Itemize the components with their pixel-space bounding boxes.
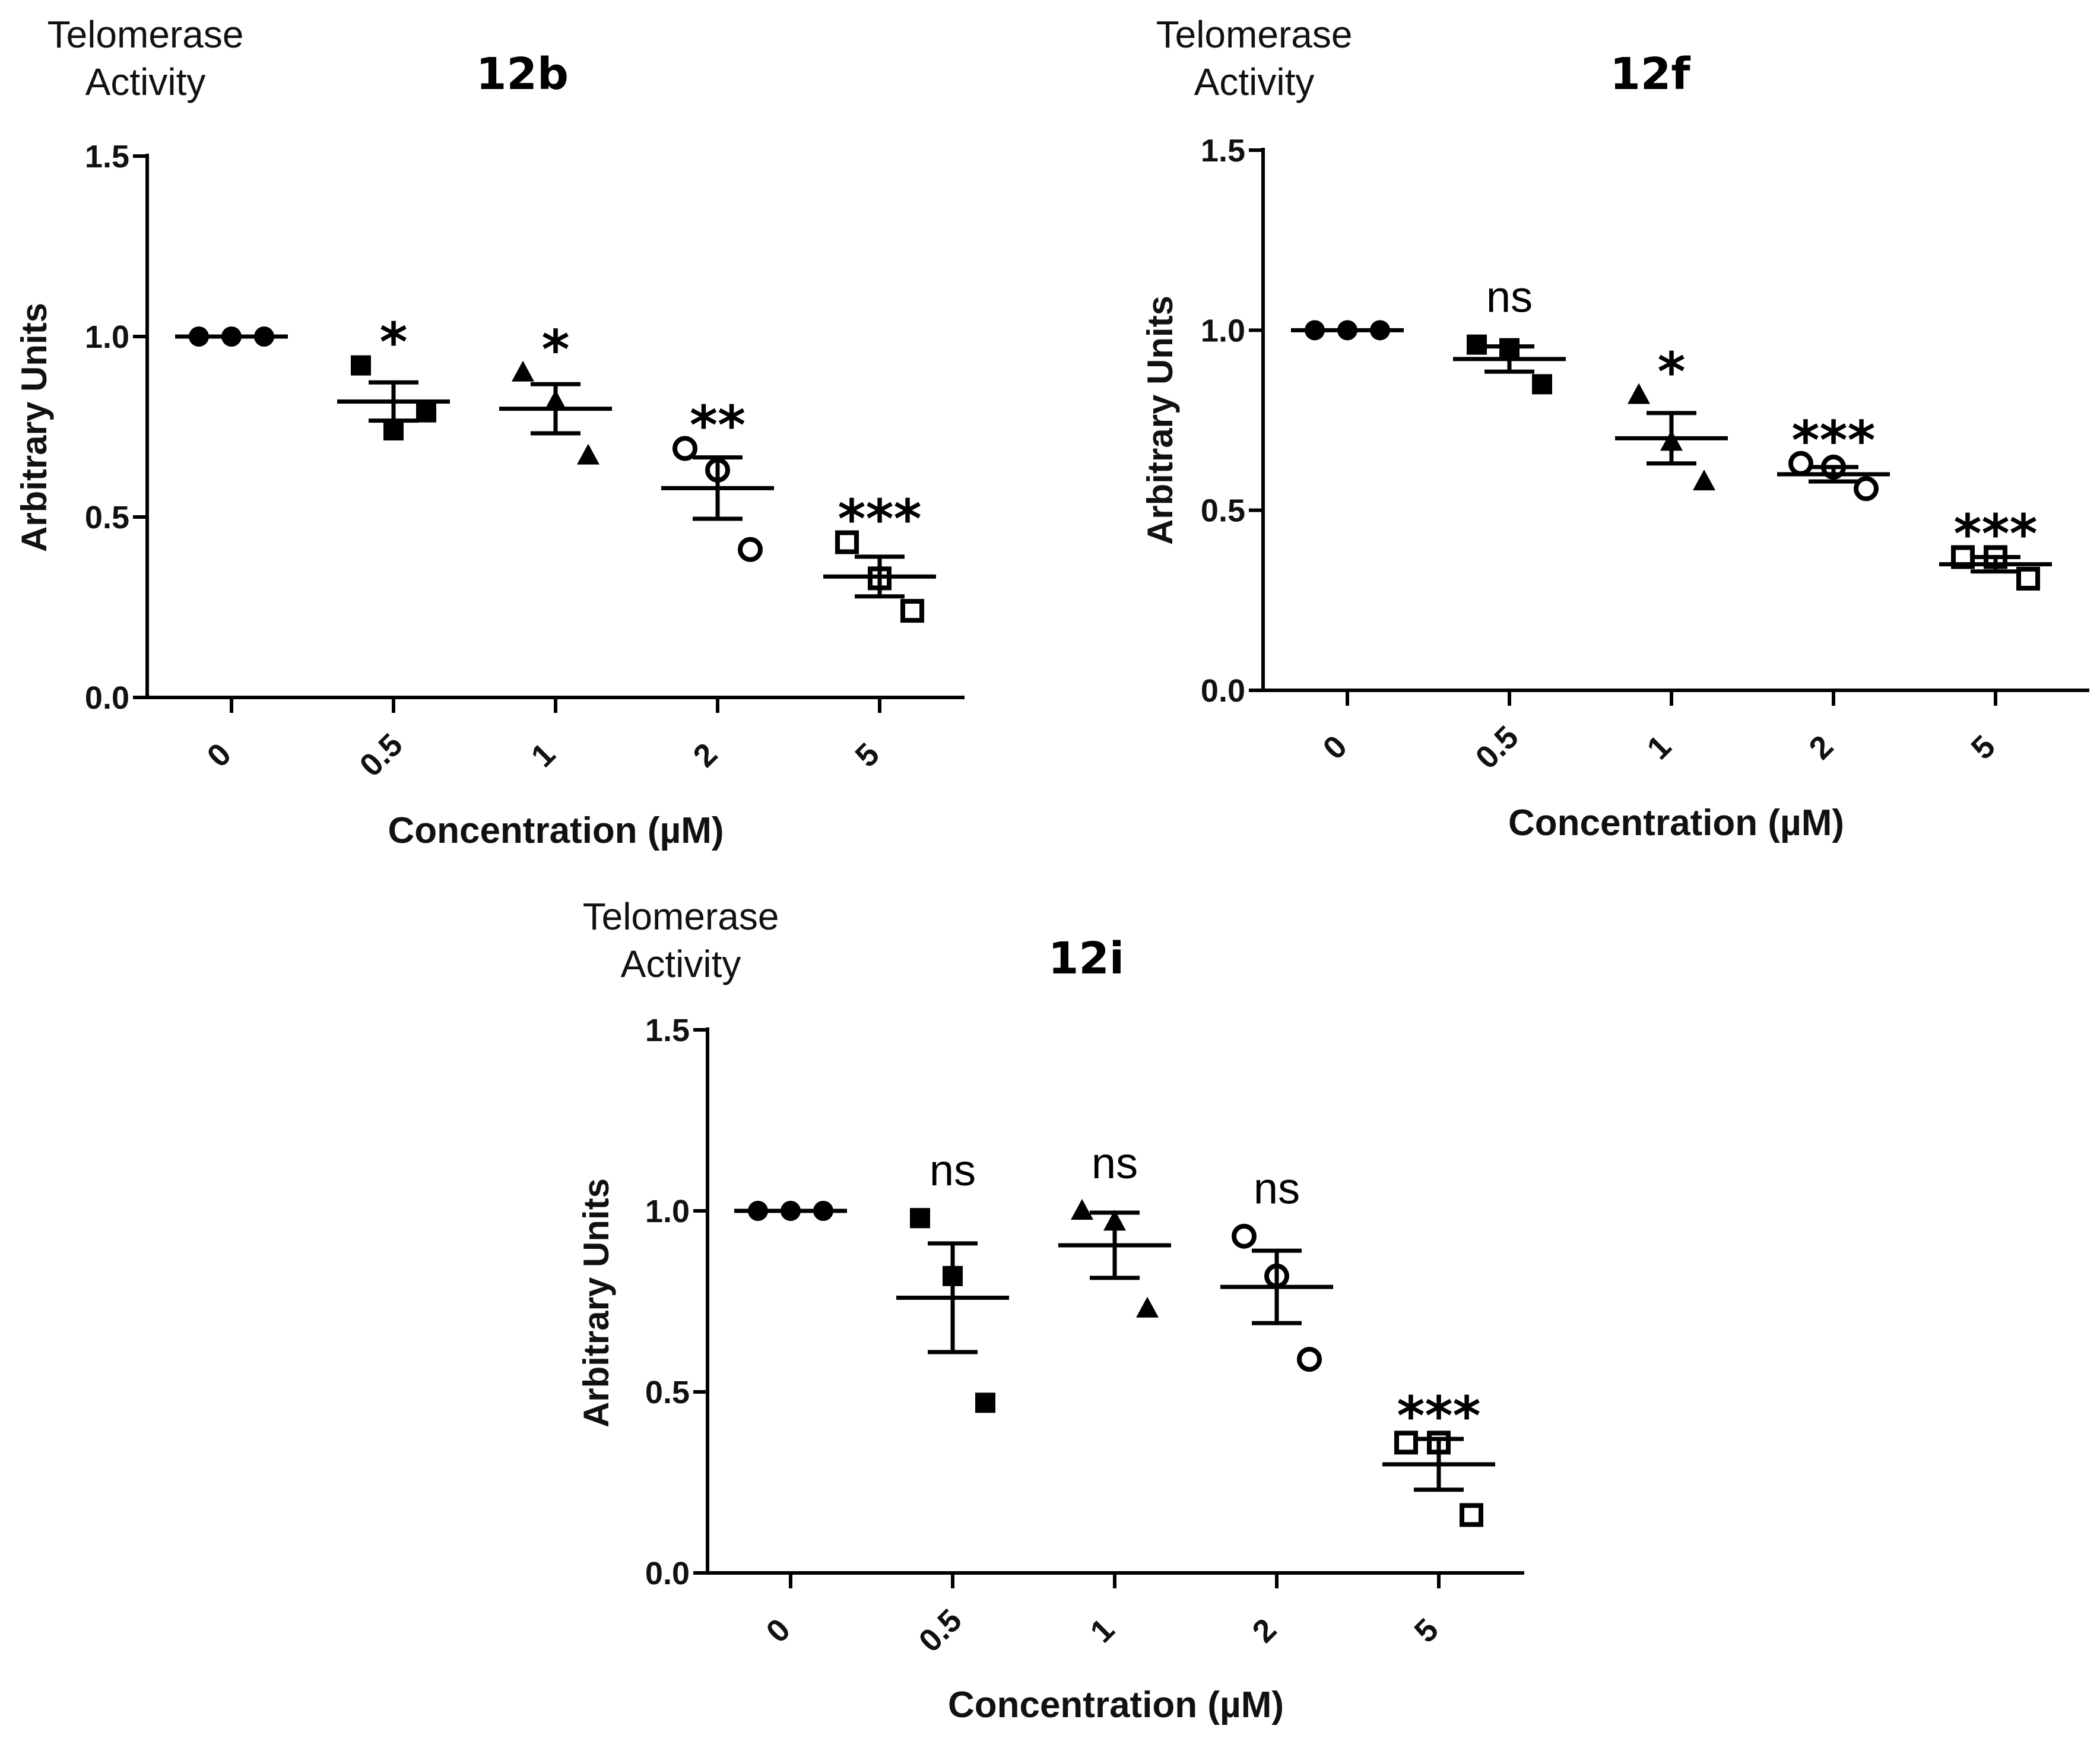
x-tick-label: 0.5: [1469, 719, 1526, 776]
x-tick-label: 1: [1640, 728, 1678, 766]
series-group: [175, 326, 288, 347]
data-point: [975, 1392, 995, 1413]
x-tick-label: 1: [524, 736, 562, 774]
panel-title: 12i: [1048, 933, 1124, 984]
x-axis-label: Concentration (µM): [948, 1685, 1284, 1725]
y-axis-label: Arbitrary Units: [14, 303, 54, 552]
y-axis-label: Arbitrary Units: [1140, 296, 1180, 545]
data-point: [900, 599, 924, 623]
data-point: [351, 355, 371, 376]
data-point: [1532, 374, 1552, 395]
x-tick-label: 0.5: [353, 727, 410, 784]
data-point: [1071, 1199, 1093, 1220]
y-tick-label: 1.5: [645, 1013, 690, 1048]
significance-label: ***: [1397, 1385, 1480, 1447]
data-point: [1394, 1430, 1418, 1455]
data-point: [2016, 566, 2040, 591]
panel-title: 12f: [1610, 49, 1690, 100]
series-group: ns: [1453, 272, 1566, 395]
x-tick-label: 1: [1083, 1612, 1121, 1650]
x-tick-label: 0: [1316, 728, 1354, 766]
series-group: [1291, 320, 1404, 341]
header-line-2: Activity: [621, 943, 741, 985]
series-group: ns: [1058, 1138, 1171, 1318]
x-tick-label: 0: [200, 736, 238, 774]
series-group: ns: [1220, 1164, 1333, 1372]
data-point: [1297, 1347, 1322, 1372]
data-point: [1136, 1296, 1159, 1318]
plot-area: 0.0 0.5 1.0 1.5 Arbitrary Units 0 0.5 1 2 5 Concen…: [1140, 133, 2089, 843]
data-point: [672, 436, 697, 461]
y-tick-label: 1.5: [85, 139, 129, 175]
series-group: ***: [1382, 1385, 1495, 1527]
significance-label: ns: [1254, 1164, 1300, 1213]
x-tick-label: 0.5: [912, 1603, 969, 1660]
header-line-2: Activity: [85, 61, 206, 103]
y-tick-label: 1.0: [85, 319, 129, 355]
y-tick-label: 0.0: [85, 680, 129, 716]
series-group: ns: [896, 1146, 1009, 1413]
x-axis-label: Concentration (µM): [388, 810, 724, 851]
x-tick-label: 5: [848, 736, 886, 774]
header-line-2: Activity: [1194, 61, 1315, 103]
significance-label: *: [541, 319, 569, 381]
significance-label: ***: [838, 488, 921, 551]
y-tick-label: 0.0: [1201, 673, 1245, 709]
plot-area: 0.0 0.5 1.0 1.5 Arbitrary Units 0 0.5 1 2 5 Concen…: [14, 139, 965, 851]
plot-area: 0.0 0.5 1.0 1.5 Arbitrary Units 0 0.5 1 2 5 Concen…: [576, 1013, 1524, 1725]
y-tick-label: 1.5: [1201, 133, 1245, 169]
data-point: [1467, 334, 1487, 355]
y-tick-label: 0.0: [645, 1556, 690, 1591]
data-point: [512, 360, 534, 382]
series-group: ***: [1777, 410, 1890, 502]
panel-12f: Telomerase Activity 12f 0.0 0.5 1.0 1.5 Arbi…: [1140, 13, 2089, 843]
data-point: [1628, 383, 1650, 404]
x-tick-label: 2: [686, 736, 724, 774]
y-tick-label: 0.5: [1201, 493, 1245, 529]
x-tick-label: 2: [1802, 728, 1840, 766]
y-tick-label: 0.5: [85, 500, 129, 535]
series-group: *: [337, 312, 450, 441]
series-group: [734, 1201, 847, 1221]
data-point: [910, 1208, 930, 1229]
significance-label: **: [690, 394, 746, 456]
data-point: [835, 530, 859, 554]
series-group: *: [1615, 341, 1728, 491]
series-group: ***: [1939, 503, 2052, 591]
data-point: [1232, 1223, 1257, 1249]
series-group: ***: [823, 488, 936, 623]
x-tick-label: 0: [759, 1612, 797, 1650]
significance-label: *: [1657, 341, 1685, 404]
data-point: [383, 420, 404, 441]
significance-label: ns: [1092, 1138, 1138, 1188]
data-point: [577, 443, 599, 465]
x-tick-label: 5: [1964, 728, 2002, 766]
y-tick-label: 0.5: [645, 1375, 690, 1410]
panel-12i: Telomerase Activity 12i 0.0 0.5 1.0 1.5 Arbi…: [576, 895, 1524, 1725]
header-line-1: Telomerase: [47, 13, 244, 56]
y-axis-label: Arbitrary Units: [576, 1178, 616, 1428]
series-group: **: [661, 394, 774, 562]
series-group: *: [499, 319, 612, 465]
panel-12b: Telomerase Activity 12b 0.0 0.5 1.0 1.5 Arbi…: [14, 13, 965, 851]
significance-label: ***: [1953, 503, 2037, 566]
x-axis-label: Concentration (µM): [1508, 802, 1844, 843]
significance-label: ns: [930, 1146, 976, 1195]
significance-label: *: [379, 312, 407, 374]
data-point: [1854, 476, 1879, 502]
data-point: [738, 537, 763, 562]
significance-label: ns: [1486, 272, 1533, 322]
panel-title: 12b: [476, 49, 569, 100]
data-point: [1460, 1503, 1483, 1527]
x-tick-label: 2: [1245, 1612, 1283, 1650]
y-tick-label: 1.0: [645, 1194, 690, 1229]
y-tick-label: 1.0: [1201, 313, 1245, 348]
x-tick-label: 5: [1407, 1612, 1445, 1650]
significance-label: ***: [1791, 410, 1875, 472]
header-line-1: Telomerase: [1156, 13, 1353, 56]
data-point: [1693, 470, 1715, 491]
header-line-1: Telomerase: [583, 895, 779, 938]
data-point: [416, 402, 436, 423]
